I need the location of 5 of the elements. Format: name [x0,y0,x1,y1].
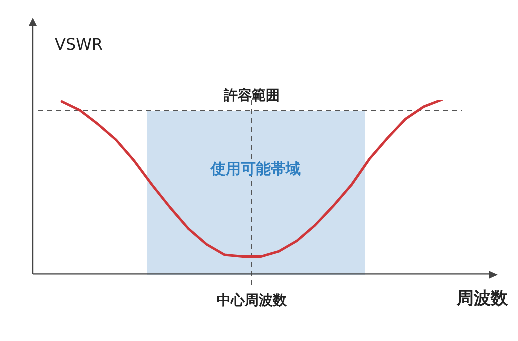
ref-line-label: 許容範囲 [223,87,280,104]
annotation: 使用可能帯域 [210,160,301,178]
x-axis-title: 周波数 [456,289,509,310]
y-axis-title: VSWR [55,35,104,54]
text: 中心周波数 [217,292,287,309]
